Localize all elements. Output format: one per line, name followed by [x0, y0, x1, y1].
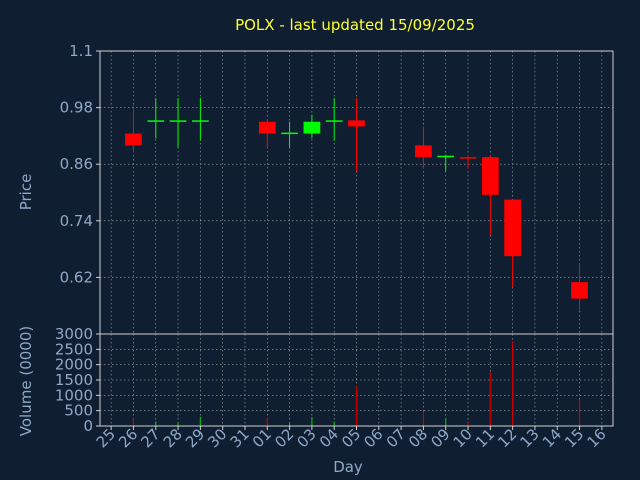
price-grid — [100, 51, 613, 334]
x-tick-label: 16 — [583, 425, 609, 451]
volume-axis-label: Volume (0000) — [17, 326, 35, 436]
candle-body — [281, 132, 298, 135]
volume-bars — [132, 341, 581, 426]
price-axis: 1.1 0.98 0.86 0.74 0.62 — [60, 42, 100, 286]
candle-body — [192, 120, 209, 122]
volume-tick-label: 500 — [64, 402, 93, 420]
candle-body — [169, 120, 187, 122]
price-tick-label: 0.62 — [60, 268, 93, 286]
candle-body — [348, 120, 365, 127]
volume-tick-label: 2000 — [55, 356, 93, 374]
x-axis: 2526272829303101020304050607080910111213… — [93, 425, 610, 451]
candle-body — [325, 120, 343, 122]
candle-body — [481, 157, 499, 195]
candle-body — [504, 199, 521, 257]
volume-panel-frame — [99, 333, 614, 427]
volume-tick-label: 3000 — [55, 325, 93, 343]
candle-body — [147, 120, 165, 122]
candle-body — [437, 155, 455, 158]
candle-body — [125, 133, 142, 146]
candle-body — [303, 121, 321, 134]
volume-tick-label: 1500 — [55, 371, 93, 389]
volume-tick-label: 0 — [83, 417, 93, 435]
candles — [125, 98, 588, 311]
price-tick-label: 0.74 — [60, 212, 93, 230]
candle-body — [459, 157, 477, 159]
candle-body — [258, 121, 276, 134]
price-tick-label: 0.98 — [60, 99, 93, 117]
price-tick-label: 0.86 — [60, 155, 93, 173]
price-axis-label: Price — [17, 174, 35, 211]
candle-body — [571, 282, 588, 299]
chart-title: POLX - last updated 15/09/2025 — [235, 16, 475, 34]
volume-tick-label: 2500 — [55, 340, 93, 358]
volume-tick-label: 1000 — [55, 386, 93, 404]
x-axis-label: Day — [333, 458, 363, 476]
price-tick-label: 1.1 — [69, 42, 93, 60]
candle-body — [415, 145, 432, 158]
